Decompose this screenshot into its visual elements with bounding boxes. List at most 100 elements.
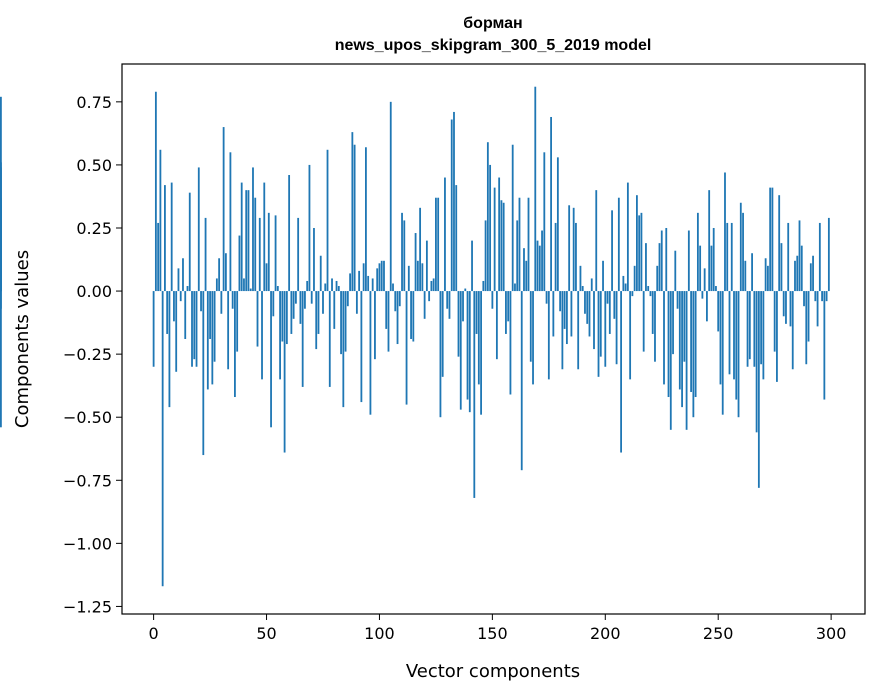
bar [175, 291, 178, 372]
bar [310, 291, 313, 304]
bar [568, 205, 571, 292]
bar [254, 197, 257, 292]
bar [220, 291, 223, 314]
bar [304, 291, 306, 309]
bar [421, 263, 424, 292]
bar [319, 255, 322, 292]
bar [353, 144, 356, 292]
x-tick-label: 0 [149, 624, 159, 643]
bar [473, 291, 476, 498]
bar [715, 286, 717, 292]
bar [514, 283, 516, 292]
bar [654, 291, 656, 362]
bar [649, 291, 652, 297]
bar [263, 182, 266, 292]
bar [489, 164, 492, 292]
bar [678, 291, 681, 390]
bar [796, 255, 799, 292]
bar [638, 215, 641, 292]
bar [326, 149, 329, 292]
bar [306, 280, 309, 292]
chart-title: борман [463, 15, 522, 32]
bar [385, 291, 388, 329]
bar [782, 291, 785, 317]
bar [480, 291, 482, 415]
bar [642, 291, 645, 352]
bar [507, 291, 510, 322]
bar [188, 192, 191, 292]
bar [760, 291, 763, 365]
y-tick-label: −0.25 [63, 345, 112, 364]
bar [706, 291, 708, 322]
bar [213, 291, 216, 362]
bar [258, 217, 261, 292]
bar [812, 255, 814, 292]
x-tick-label: 250 [703, 624, 734, 643]
bar [430, 280, 433, 292]
bar [159, 149, 162, 292]
bar [744, 260, 747, 292]
bar [608, 291, 611, 334]
bar [696, 212, 699, 292]
bar [516, 220, 519, 292]
bar [154, 91, 157, 292]
bar [423, 291, 426, 319]
bar [394, 291, 397, 312]
bar [636, 195, 638, 292]
bar [495, 291, 498, 360]
bar [317, 291, 320, 334]
bar [676, 291, 679, 309]
bar [527, 197, 530, 292]
bar [403, 220, 406, 292]
bar [791, 291, 794, 370]
bar [692, 291, 695, 418]
bar [606, 291, 609, 304]
bar [238, 235, 241, 292]
bar [229, 152, 232, 292]
bar [563, 291, 566, 329]
bar [157, 222, 160, 292]
bar [164, 185, 166, 292]
bar [322, 291, 324, 314]
bar [622, 275, 625, 292]
bar [482, 280, 485, 292]
bar [597, 291, 600, 377]
x-tick-label: 200 [590, 624, 621, 643]
bar [753, 291, 756, 367]
bar [272, 291, 275, 317]
bar [186, 286, 189, 292]
bar [590, 278, 593, 292]
bar [256, 291, 259, 347]
y-axis-label: Components values [12, 250, 33, 428]
bar [687, 230, 690, 292]
bar [468, 291, 471, 413]
bar [717, 291, 720, 332]
bar [730, 222, 733, 292]
bar [360, 291, 363, 403]
bar [710, 245, 713, 292]
bar [509, 291, 512, 395]
bar [827, 217, 830, 292]
bar [721, 291, 724, 415]
bar [448, 291, 451, 319]
bar [681, 291, 683, 408]
bar [771, 187, 774, 292]
bar [301, 291, 304, 387]
bar [206, 291, 209, 390]
y-tick-label: −1.25 [63, 597, 112, 616]
bar [401, 212, 403, 292]
bar [292, 291, 295, 319]
bar [486, 142, 489, 292]
bar [455, 185, 458, 292]
bar [193, 291, 196, 360]
bar [559, 291, 562, 312]
bar [818, 222, 821, 292]
y-tick-label: 0.50 [76, 156, 112, 175]
bar [231, 291, 234, 309]
bar [173, 291, 175, 322]
bar [380, 260, 383, 292]
bar [631, 291, 634, 297]
bar [665, 227, 668, 292]
bar [349, 273, 351, 292]
bar [358, 270, 361, 292]
